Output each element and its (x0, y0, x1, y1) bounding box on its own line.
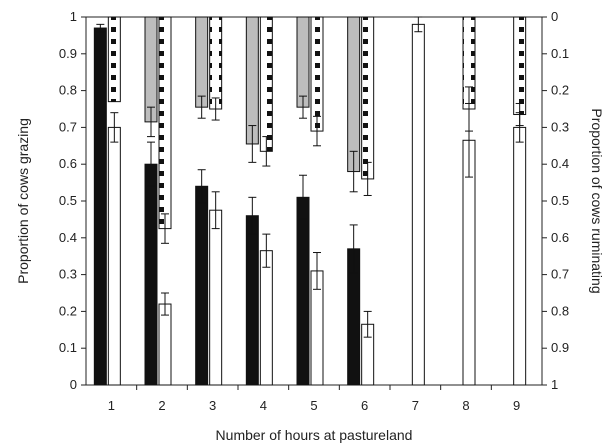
bar-ruminating-grey (195, 16, 209, 108)
error-bar-black (96, 23, 105, 33)
left-axis-ticks: 0 0.1 0.2 0.3 0.4 0.5 0.6 0.7 0.8 0.9 1 (59, 9, 86, 392)
bar-grazing-white (259, 250, 273, 386)
bar-grazing-white (107, 126, 121, 386)
right-tick-label: 0 (551, 9, 558, 24)
left-tick-label: 0.3 (59, 267, 77, 282)
error-bar-grey (299, 95, 307, 119)
error-bar-black (147, 141, 155, 187)
right-tick-label: 1 (551, 377, 558, 392)
bar-ruminating-dotted (209, 16, 223, 110)
bar-grazing-black (195, 185, 209, 386)
bar-ruminating-grey (144, 16, 158, 123)
x-tick-label: 4 (260, 398, 267, 413)
error-bar-dotted (262, 136, 271, 167)
left-tick-label: 0.5 (59, 193, 77, 208)
bar-grazing-white (513, 126, 527, 386)
bar-grazing-black (296, 196, 310, 386)
right-tick-label: 0.6 (551, 230, 569, 245)
error-bar-white (211, 191, 220, 230)
right-tick-label: 0.3 (551, 119, 569, 134)
right-tick-label: 0.1 (551, 46, 569, 61)
error-bar-white (414, 16, 423, 33)
bar-ruminating-dotted (513, 16, 527, 116)
bar-ruminating-grey (296, 16, 310, 108)
bar-ruminating-dotted (158, 16, 172, 230)
x-tick-label: 9 (513, 398, 520, 413)
x-tick-label: 3 (209, 398, 216, 413)
error-bar-white (363, 310, 372, 338)
error-bar-white (110, 112, 119, 143)
error-bar-grey (349, 150, 358, 193)
bar-grazing-black (93, 27, 107, 386)
right-tick-label: 0.8 (551, 303, 569, 318)
bar-grazing-white (158, 303, 172, 386)
left-tick-label: 0.4 (59, 230, 77, 245)
left-tick-label: 0.1 (59, 340, 77, 355)
error-bar-white (465, 102, 473, 178)
bars-layer (93, 16, 527, 386)
right-tick-label: 0.5 (551, 193, 569, 208)
right-tick-label: 0.4 (551, 156, 569, 171)
error-bar-white (161, 292, 169, 316)
error-bar-dotted (211, 97, 220, 121)
bar-ruminating-dotted (107, 16, 121, 103)
x-axis-title: Number of hours at pastureland (216, 427, 413, 443)
right-tick-label: 0.9 (551, 340, 569, 355)
x-axis-ticks: 1 2 3 4 5 6 7 8 9 (108, 385, 520, 413)
x-tick-label: 1 (108, 398, 115, 413)
y-axis-title-left: Proportion of cows grazing (15, 118, 31, 284)
right-tick-label: 0.7 (551, 267, 569, 282)
bar-ruminating-dotted (361, 16, 375, 180)
bar-ruminating-dotted (310, 16, 324, 132)
left-tick-label: 0.6 (59, 156, 77, 171)
left-tick-label: 1 (70, 9, 77, 24)
x-tick-label: 5 (310, 398, 317, 413)
error-bar-black (248, 196, 257, 235)
error-bar-grey (197, 95, 206, 119)
left-tick-label: 0 (70, 377, 77, 392)
right-tick-label: 0.2 (551, 83, 569, 98)
error-bar-white (515, 112, 524, 143)
x-tick-label: 8 (462, 398, 469, 413)
bar-grazing-white (209, 209, 223, 386)
bar-grazing-white (411, 23, 425, 386)
left-tick-label: 0.2 (59, 303, 77, 318)
left-tick-label: 0.8 (59, 83, 77, 98)
error-bar-grey (147, 106, 155, 138)
bar-ruminating-grey (347, 16, 361, 173)
x-tick-label: 2 (158, 398, 165, 413)
bar-ruminating-grey (245, 16, 259, 145)
x-tick-label: 7 (412, 398, 419, 413)
bar-grazing-black (245, 215, 259, 386)
error-bar-white (313, 252, 321, 290)
left-tick-label: 0.7 (59, 119, 77, 134)
error-bar-black (299, 174, 307, 220)
error-bar-white (262, 233, 271, 268)
error-bar-dotted (161, 213, 169, 244)
left-tick-label: 0.9 (59, 46, 77, 61)
error-bar-dotted (313, 115, 321, 147)
error-bar-black (197, 169, 206, 204)
bar-grazing-black (144, 163, 158, 386)
bar-ruminating-dotted (259, 16, 273, 152)
y-axis-title-right: Proportion of cows ruminating (589, 108, 605, 293)
right-axis-ticks: 1 0.9 0.8 0.7 0.6 0.5 0.4 0.3 0.2 0.1 0 (542, 9, 569, 392)
error-bar-grey (248, 125, 257, 163)
error-bar-dotted (363, 161, 372, 196)
x-tick-label: 6 (361, 398, 368, 413)
error-bar-black (349, 224, 358, 274)
